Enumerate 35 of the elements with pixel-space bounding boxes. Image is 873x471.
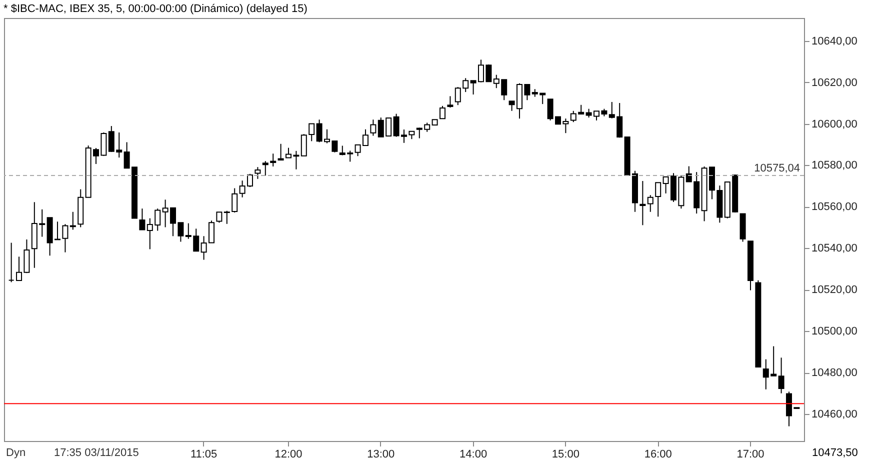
y-tick-label: 10540,00 bbox=[812, 242, 858, 255]
y-tick-label: 10500,00 bbox=[812, 326, 858, 338]
candlestick bbox=[216, 212, 222, 224]
chart-title: * $IBC-MAC, IBEX 35, 5, 00:00-00:00 (Dinámico) (delayed 15) bbox=[4, 3, 308, 15]
x-tick-label: 13:00 bbox=[367, 448, 395, 460]
candlestick bbox=[640, 180, 646, 226]
text: Dyn bbox=[6, 447, 26, 459]
x-tick-label: 17:00 bbox=[736, 448, 764, 460]
candlestick bbox=[655, 182, 662, 218]
y-tick-label: 10640,00 bbox=[812, 35, 858, 48]
y-tick-label: 10460,00 bbox=[812, 408, 858, 421]
x-tick-label: 14:00 bbox=[460, 448, 488, 460]
y-tick-label: 10580,00 bbox=[812, 160, 858, 172]
candlestick bbox=[254, 166, 261, 180]
y-tick-label: 10520,00 bbox=[812, 284, 858, 296]
candlestick bbox=[447, 96, 454, 108]
x-tick-label: 16:00 bbox=[644, 448, 672, 460]
y-tick-label: 10600,00 bbox=[812, 118, 858, 130]
text: 17:35 03/11/2015 bbox=[54, 447, 139, 459]
x-tick-label: 15:00 bbox=[552, 448, 580, 460]
candlestick bbox=[440, 105, 446, 120]
candlestick bbox=[70, 211, 76, 230]
candlestick bbox=[278, 143, 284, 161]
x-tick-label: 11:05 bbox=[190, 448, 218, 460]
y-tick-label: 10620,00 bbox=[812, 76, 858, 89]
candlestick bbox=[139, 208, 146, 230]
ref-line-label: 10575,04 bbox=[754, 162, 800, 175]
y-tick-label: 10480,00 bbox=[812, 367, 858, 380]
y-tick-label: 10560,00 bbox=[812, 201, 858, 214]
candlestick bbox=[647, 194, 654, 212]
candlestick bbox=[370, 119, 376, 136]
x-tick-label: 12:00 bbox=[274, 448, 302, 460]
text: 10473,50 bbox=[812, 447, 858, 459]
candlestick bbox=[8, 242, 14, 283]
candlestick bbox=[778, 357, 784, 394]
